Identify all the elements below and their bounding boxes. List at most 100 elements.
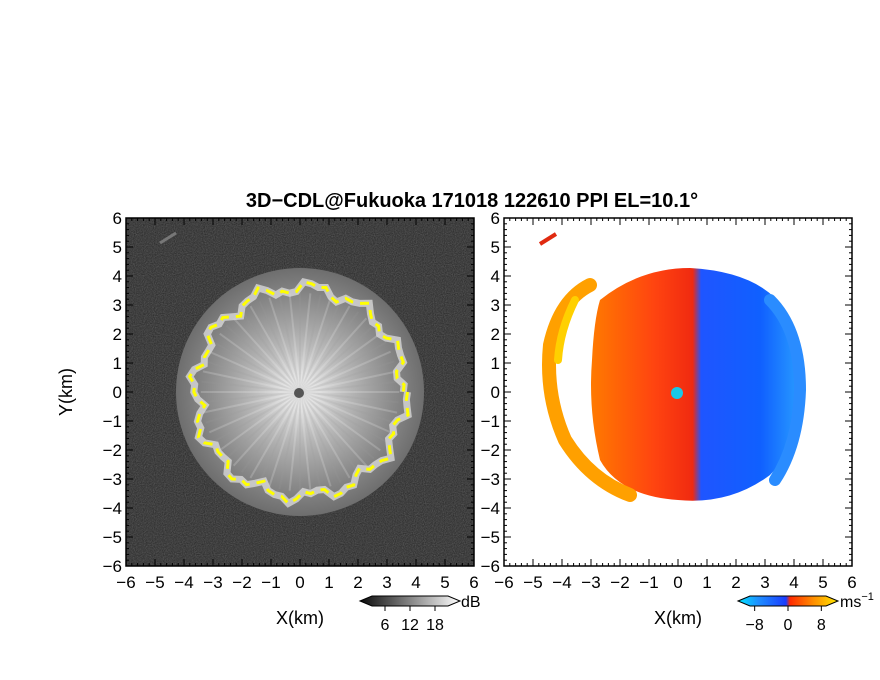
snr-streak — [299, 324, 375, 393]
snr-colorbar-ticks: 6 12 18 — [381, 606, 444, 634]
snr-panel: −6 −5 −4 −3 −2 −1 0 1 2 3 4 5 6 −6 −5 −4 −3 −2 −1 0 1 2 3 4 5 6 X… — [56, 209, 479, 628]
colorbar-tick-label: 6 — [381, 617, 390, 634]
snr-colorbar-unit: dB — [461, 594, 481, 611]
snr-streak — [299, 341, 387, 393]
x-tick-label: 6 — [847, 573, 856, 592]
y-tick-label: 3 — [113, 296, 122, 315]
snr-center-blank — [294, 388, 304, 398]
snr-streak — [240, 311, 301, 393]
snr-streak — [299, 391, 342, 484]
y-tick-label: 5 — [113, 238, 122, 257]
x-tick-label: 2 — [731, 573, 740, 592]
snr-colorbar-bar — [358, 595, 462, 607]
x-tick-label: 3 — [382, 573, 391, 592]
y-tick-label: 2 — [113, 325, 122, 344]
x-tick-label: 0 — [295, 573, 304, 592]
x-tick-label: 6 — [469, 573, 478, 592]
velocity-panel: −6 −5 −4 −3 −2 −1 0 1 2 3 4 5 6 −6 −5 −4 −3 −2 −1 0 1 2 3 4 5 6 X… — [481, 209, 857, 628]
y-tick-label: 2 — [491, 325, 500, 344]
y-tick-label: 1 — [491, 354, 500, 373]
x-tick-label: −5 — [523, 573, 542, 592]
y-tick-label: −1 — [481, 412, 500, 431]
x-tick-label: 5 — [818, 573, 827, 592]
velocity-colorbar-unit-exp: −1 — [861, 591, 874, 603]
snr-streak — [299, 380, 399, 393]
y-tick-label: −3 — [481, 470, 500, 489]
snr-streak — [299, 391, 332, 487]
snr-streak — [202, 370, 301, 393]
snr-streak — [299, 294, 322, 393]
snr-streak — [299, 317, 368, 393]
snr-streak — [299, 391, 312, 491]
y-tick-label: −2 — [481, 441, 500, 460]
x-tick-label: 5 — [440, 573, 449, 592]
x-tick-label: 4 — [411, 573, 420, 592]
y-tick-label: −6 — [103, 557, 122, 576]
snr-streak — [268, 391, 301, 487]
y-tick-label: 1 — [113, 354, 122, 373]
x-tick-label: −6 — [494, 573, 513, 592]
x-tick-label: −1 — [639, 573, 658, 592]
y-tick-label: −1 — [103, 412, 122, 431]
snr-colorbar: 6 12 18 dB — [358, 594, 481, 634]
colorbar-tick-label: 8 — [817, 617, 826, 634]
x-tick-label: −2 — [232, 573, 251, 592]
y-tick-label: −5 — [481, 528, 500, 547]
velocity-echo-body — [591, 268, 803, 501]
y-tick-label: 4 — [113, 267, 122, 286]
snr-streak — [219, 391, 301, 452]
snr-echo-edge — [185, 277, 412, 508]
x-tick-label: −3 — [203, 573, 222, 592]
velocity-east-arc — [764, 294, 807, 486]
snr-edge-highlight — [187, 280, 410, 506]
snr-streak — [299, 391, 368, 467]
snr-streak — [258, 391, 301, 484]
snr-streak — [201, 391, 301, 404]
x-tick-label: −4 — [552, 573, 571, 592]
x-tick-label: −1 — [261, 573, 280, 592]
colorbar-tick-label: −8 — [746, 617, 764, 634]
snr-axis-ticks: −6 −5 −4 −3 −2 −1 0 1 2 3 4 5 6 −6 −5 −4 −3 −2 −1 0 1 2 3 4 5 6 — [103, 209, 479, 592]
snr-streak — [258, 300, 301, 393]
snr-streak — [288, 391, 301, 491]
snr-streak — [299, 350, 392, 393]
velocity-x-axis-label: X(km) — [654, 608, 702, 628]
snr-radial-streaks — [200, 292, 400, 492]
x-tick-label: 4 — [789, 573, 798, 592]
snr-streak — [213, 391, 301, 443]
snr-streak — [208, 391, 301, 434]
snr-streak — [299, 391, 375, 460]
x-tick-label: 3 — [760, 573, 769, 592]
snr-y-axis-label: Y(km) — [56, 368, 76, 416]
y-tick-label: 6 — [113, 209, 122, 228]
y-tick-label: −4 — [481, 499, 500, 518]
y-tick-label: 6 — [491, 209, 500, 228]
snr-streak — [299, 297, 332, 393]
snr-streak — [299, 332, 381, 393]
snr-streak — [205, 391, 301, 424]
x-tick-label: −5 — [145, 573, 164, 592]
y-tick-label: −4 — [103, 499, 122, 518]
snr-x-axis-label: X(km) — [276, 608, 324, 628]
snr-streak — [299, 391, 395, 424]
snr-streak — [299, 391, 351, 479]
y-tick-label: 0 — [491, 383, 500, 402]
snr-streak — [299, 391, 392, 434]
snr-streak — [202, 391, 301, 414]
snr-streak — [278, 294, 301, 393]
velocity-axis-ticks: −6 −5 −4 −3 −2 −1 0 1 2 3 4 5 6 −6 −5 −4 −3 −2 −1 0 1 2 3 4 5 6 — [481, 209, 857, 592]
snr-streak — [225, 324, 301, 393]
velocity-colorbar-bar — [736, 595, 840, 607]
snr-streak — [219, 332, 301, 393]
x-tick-label: 1 — [702, 573, 711, 592]
snr-streak — [225, 391, 301, 460]
x-tick-label: −6 — [116, 573, 135, 592]
snr-streak — [299, 311, 360, 393]
snr-streak — [249, 391, 301, 479]
y-tick-label: −6 — [481, 557, 500, 576]
y-tick-label: −2 — [103, 441, 122, 460]
y-tick-label: −5 — [103, 528, 122, 547]
snr-streak — [299, 391, 381, 452]
velocity-colorbar: −8 0 8 ms−1 — [736, 591, 874, 634]
